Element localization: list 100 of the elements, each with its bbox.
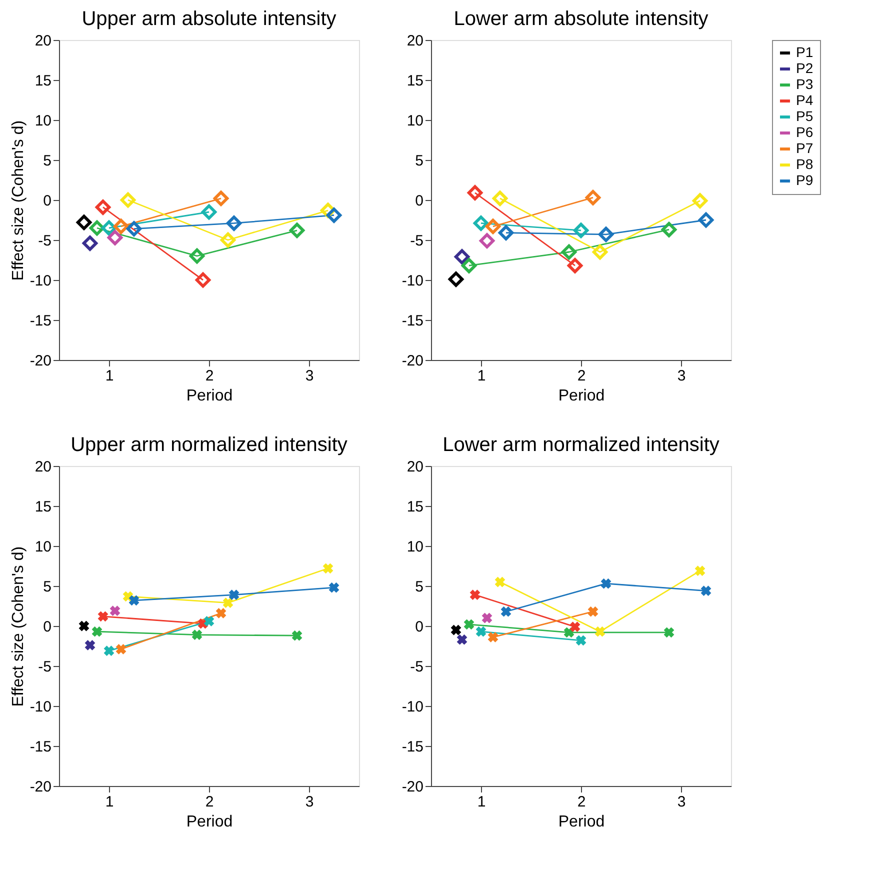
y-tick-label: -10 (402, 698, 424, 716)
point (216, 608, 226, 618)
point (473, 216, 489, 231)
y-tick-label: 5 (43, 578, 52, 596)
point (492, 190, 508, 206)
point (226, 216, 242, 231)
point (98, 611, 108, 622)
point (692, 193, 708, 208)
point (189, 248, 205, 264)
point (488, 632, 498, 642)
y-tick-label: 10 (406, 538, 424, 556)
point (594, 626, 606, 637)
y-tick-label: -10 (30, 272, 52, 290)
legend-label: P9 (796, 172, 814, 188)
y-tick-label: 5 (43, 152, 52, 170)
y-tick-label: 0 (415, 618, 424, 636)
y-tick-label: -20 (30, 778, 52, 796)
point (467, 185, 483, 200)
point (76, 214, 92, 230)
point (82, 236, 98, 251)
y-tick-label: -5 (38, 658, 52, 676)
point (494, 576, 506, 588)
point (448, 272, 464, 287)
point (289, 222, 305, 238)
y-tick-label: -5 (410, 658, 424, 676)
point (454, 249, 470, 264)
y-tick-label: 10 (406, 112, 424, 130)
point (464, 619, 474, 630)
y-tick-label: -5 (410, 232, 424, 250)
point (485, 218, 501, 234)
x-tick-label: 3 (305, 368, 314, 384)
y-tick-label: 15 (34, 72, 52, 90)
point (698, 212, 714, 228)
legend-label: P1 (796, 44, 814, 60)
point (600, 578, 612, 589)
point (661, 222, 677, 238)
x-tick-label: 2 (577, 368, 586, 384)
point (89, 220, 105, 236)
point (116, 644, 126, 654)
point (228, 590, 240, 600)
point (126, 221, 142, 236)
x-tick-label: 1 (477, 368, 486, 384)
point (322, 563, 334, 574)
x-tick-label: 3 (305, 794, 314, 810)
y-tick-label: 15 (406, 72, 424, 90)
y-tick-label: -15 (402, 312, 424, 330)
x-tick-label: 1 (105, 368, 114, 384)
y-tick-label: -15 (402, 738, 424, 756)
y-tick-label: 20 (34, 458, 52, 476)
x-axis-title: Period (558, 388, 605, 404)
point (292, 630, 302, 641)
point (195, 272, 211, 288)
point (213, 190, 229, 206)
point (84, 640, 96, 650)
point (110, 606, 120, 616)
y-tick-label: -5 (38, 232, 52, 250)
legend-label: P7 (796, 140, 814, 156)
y-tick-label: 0 (43, 192, 52, 210)
point (92, 626, 102, 637)
point (101, 220, 117, 236)
point (592, 244, 608, 260)
x-tick-label: 2 (205, 794, 214, 810)
chart-title: Lower arm normalized intensity (442, 434, 720, 456)
legend-label: P3 (796, 76, 814, 92)
x-axis-title: Period (558, 814, 605, 830)
point (476, 626, 486, 637)
point (128, 595, 140, 606)
y-tick-label: 5 (415, 152, 424, 170)
x-tick-label: 1 (477, 794, 486, 810)
chart-title: Upper arm absolute intensity (82, 8, 336, 30)
y-tick-label: -20 (30, 352, 52, 370)
legend-label: P5 (796, 108, 814, 124)
chart-title: Lower arm absolute intensity (454, 8, 708, 30)
y-tick-label: 20 (406, 458, 424, 476)
point (95, 200, 111, 215)
point (498, 225, 514, 240)
point (588, 606, 598, 617)
point (461, 258, 477, 274)
x-tick-label: 3 (677, 368, 686, 384)
point (585, 190, 601, 206)
point (204, 616, 214, 626)
y-tick-label: -10 (402, 272, 424, 290)
x-tick-label: 2 (577, 794, 586, 810)
point (482, 612, 492, 624)
y-tick-label: 15 (406, 498, 424, 516)
y-tick-label: 5 (415, 578, 424, 596)
y-tick-label: -10 (30, 698, 52, 716)
y-axis-title: Effect size (Cohen's d) (10, 120, 27, 281)
point (201, 204, 217, 220)
point (113, 218, 129, 234)
y-tick-label: 10 (34, 538, 52, 556)
point (222, 598, 234, 608)
x-tick-label: 1 (105, 794, 114, 810)
point (561, 244, 577, 260)
point (470, 590, 480, 600)
legend-label: P4 (796, 92, 814, 108)
point (570, 622, 580, 632)
legend-label: P6 (796, 124, 814, 140)
point (479, 233, 495, 248)
chart-title: Upper arm normalized intensity (70, 434, 348, 456)
